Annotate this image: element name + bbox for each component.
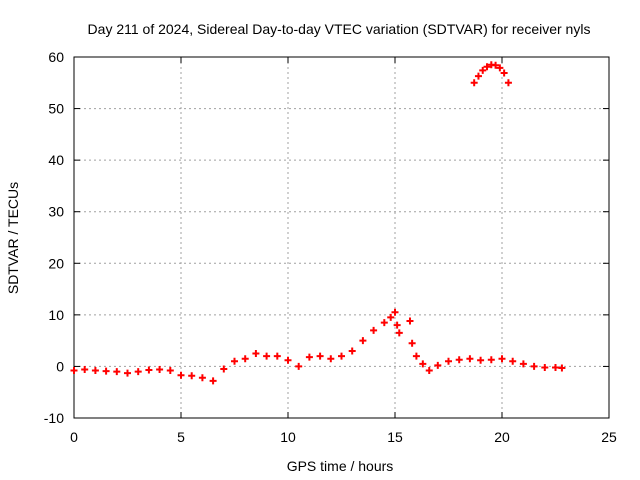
data-point — [393, 321, 401, 329]
y-tick-label: 30 — [48, 204, 64, 220]
x-tick-label: 20 — [494, 429, 510, 445]
plot-frame — [73, 56, 610, 419]
data-point — [391, 308, 399, 316]
data-point — [380, 319, 388, 327]
data-point — [466, 355, 474, 363]
x-tick-label: 0 — [70, 429, 78, 445]
data-point — [498, 355, 506, 363]
data-point — [487, 356, 495, 364]
data-point — [387, 313, 395, 321]
data-point — [70, 367, 78, 375]
data-point — [483, 63, 491, 71]
data-point — [445, 357, 452, 365]
data-point — [425, 367, 433, 375]
data-point — [241, 355, 249, 363]
axis-ticks: 0 5 10 15 20 25 -10 0 10 20 30 40 50 60 — [44, 49, 617, 445]
data-points — [70, 61, 566, 385]
data-point — [408, 339, 416, 347]
data-point — [263, 352, 271, 360]
data-point — [273, 352, 281, 360]
data-point — [477, 356, 485, 364]
data-point — [434, 361, 442, 369]
data-point — [530, 362, 538, 370]
grid-lines — [74, 57, 609, 418]
data-point — [252, 350, 260, 358]
data-point — [305, 353, 313, 361]
data-point — [316, 352, 324, 360]
y-tick-label: 20 — [48, 255, 64, 271]
data-point — [113, 368, 121, 376]
data-point — [231, 357, 238, 365]
data-point — [509, 357, 517, 365]
data-point — [327, 355, 335, 363]
data-point — [412, 352, 420, 360]
chart-title: Day 211 of 2024, Sidereal Day-to-day VTE… — [88, 21, 591, 37]
data-point — [124, 369, 131, 377]
y-tick-label: -10 — [44, 410, 64, 426]
data-point — [188, 372, 196, 380]
y-tick-label: 10 — [48, 307, 64, 323]
data-point — [338, 352, 345, 360]
y-tick-label: 0 — [56, 358, 64, 374]
data-point — [406, 317, 414, 325]
data-point — [156, 366, 164, 374]
data-point — [91, 367, 99, 375]
data-point — [134, 368, 142, 376]
x-tick-label: 10 — [280, 429, 296, 445]
data-point — [295, 362, 303, 370]
x-tick-label: 25 — [601, 429, 617, 445]
data-point — [177, 371, 185, 379]
data-point — [198, 374, 206, 382]
data-point — [474, 72, 482, 80]
data-point — [479, 66, 487, 74]
data-point — [558, 364, 566, 372]
data-point — [166, 367, 174, 375]
y-tick-label: 40 — [48, 152, 64, 168]
data-point — [492, 61, 500, 69]
data-point — [470, 79, 478, 87]
data-point — [541, 363, 549, 371]
data-point — [500, 69, 508, 77]
x-tick-label: 5 — [177, 429, 185, 445]
y-axis-label: SDTVAR / TECUs — [5, 182, 21, 294]
data-point — [359, 337, 367, 345]
data-point — [496, 64, 504, 72]
data-point — [370, 326, 378, 334]
y-tick-label: 60 — [48, 49, 64, 65]
data-point — [419, 360, 427, 368]
data-point — [455, 356, 463, 364]
x-tick-label: 15 — [387, 429, 403, 445]
data-point — [81, 366, 89, 374]
data-point — [395, 329, 403, 337]
y-tick-label: 50 — [48, 101, 64, 117]
data-point — [209, 377, 217, 385]
data-point — [519, 360, 527, 368]
data-point — [145, 366, 153, 374]
x-axis-label: GPS time / hours — [287, 458, 394, 474]
data-point — [504, 79, 512, 87]
data-point — [552, 363, 559, 371]
data-point — [348, 347, 356, 355]
data-point — [284, 356, 292, 364]
data-point — [220, 365, 228, 373]
data-point — [102, 367, 110, 375]
